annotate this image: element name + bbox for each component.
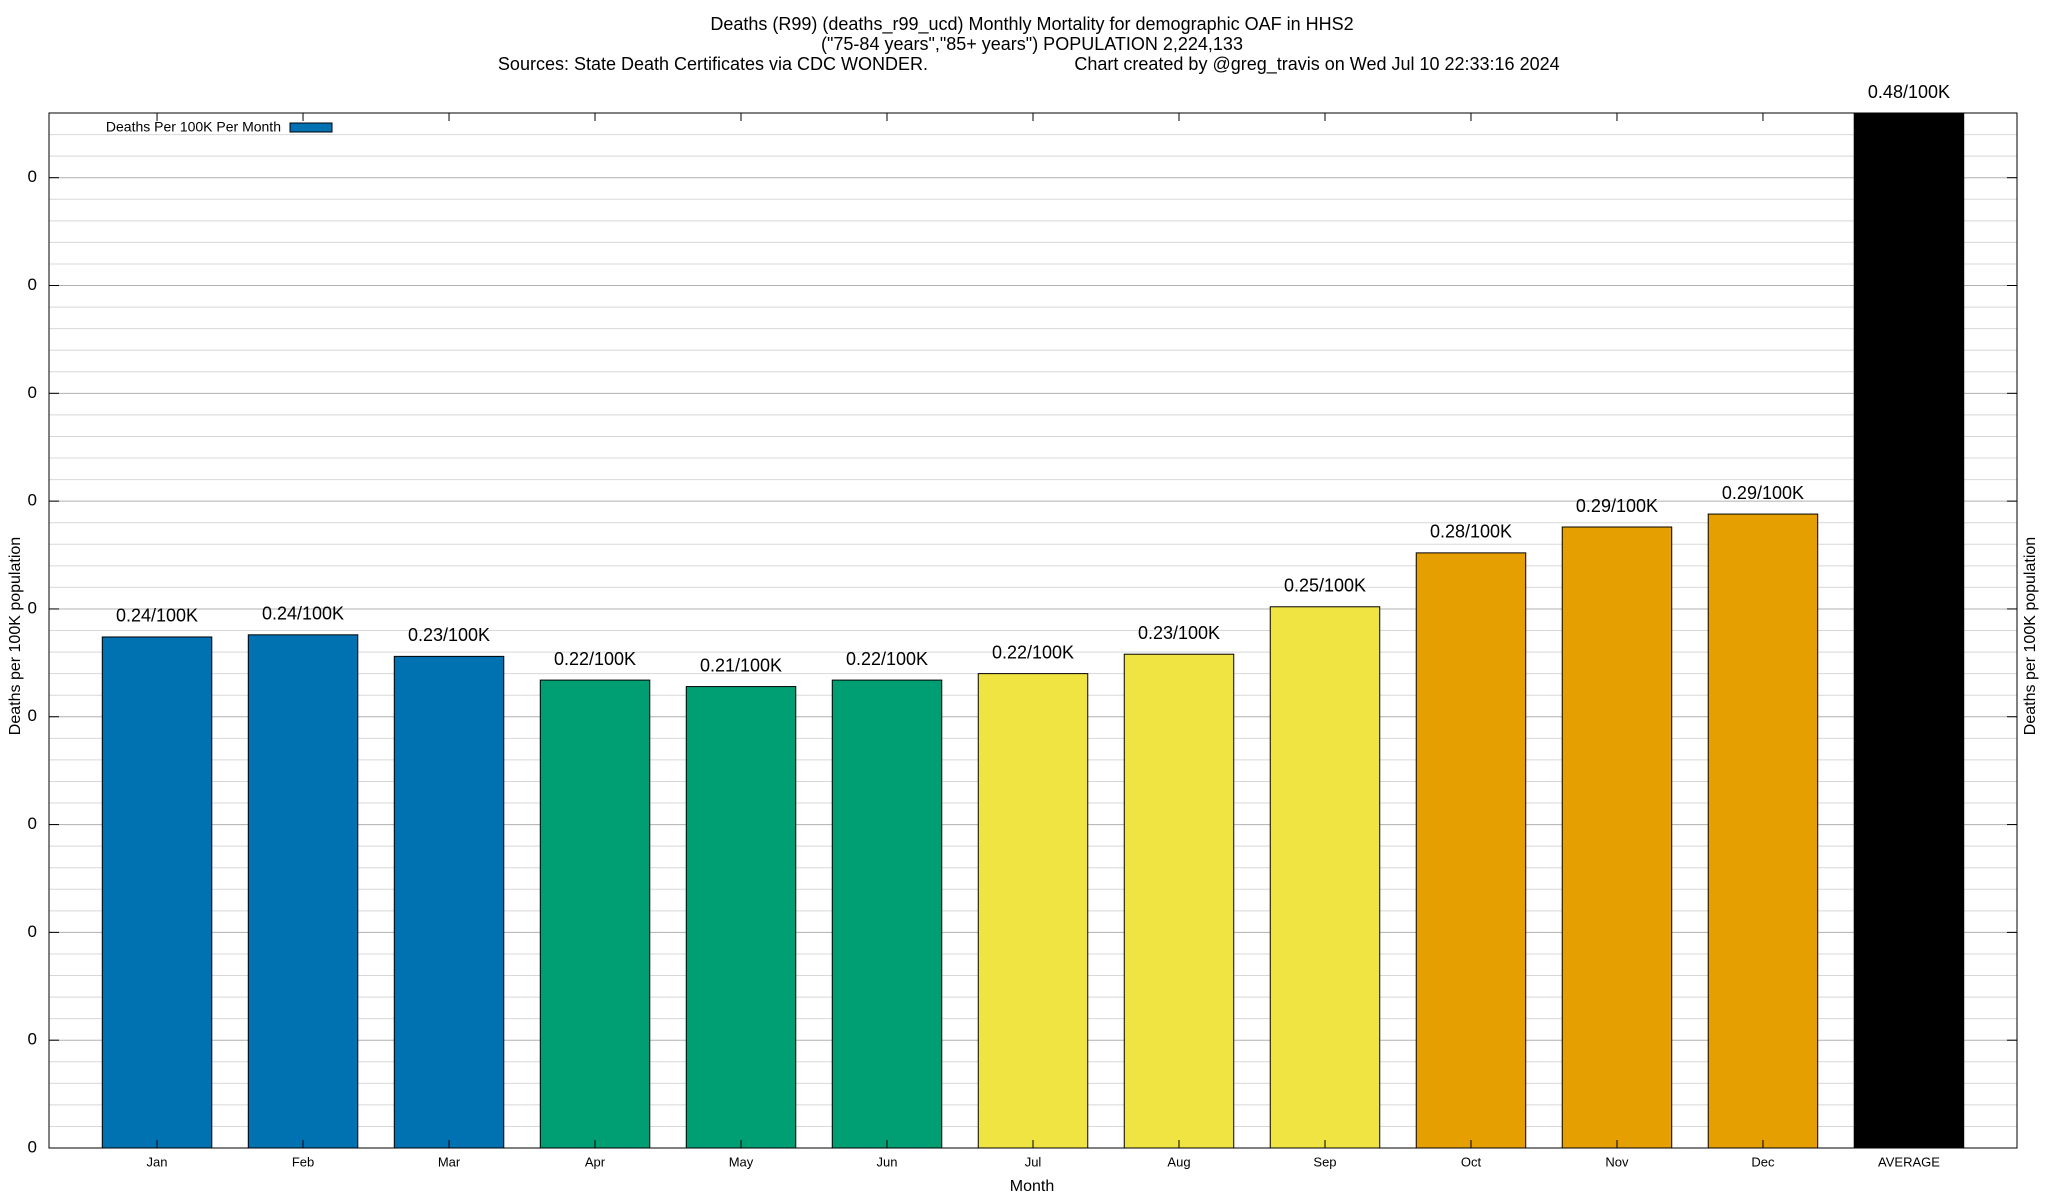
y-tick-label: 0 [28,275,37,294]
data-label: 0.24/100K [262,604,344,624]
x-tick-label: Dec [1751,1154,1775,1169]
data-label: 0.29/100K [1576,496,1658,516]
x-tick-label: Apr [585,1154,606,1169]
x-tick-label: Aug [1167,1154,1190,1169]
x-tick-label: AVERAGE [1878,1154,1940,1169]
bar [539,679,651,1149]
x-tick-label: Jul [1025,1154,1042,1169]
data-label: 0.22/100K [554,649,636,669]
legend-swatch [289,122,333,133]
data-label: 0.48/100K [1868,82,1950,102]
data-label: 0.23/100K [1138,623,1220,643]
y-tick-label: 0 [28,383,37,402]
data-label: 0.23/100K [408,625,490,645]
y2-axis-label: Deaths per 100K population [2022,537,2039,735]
y-axis-label: Deaths per 100K population [7,537,24,735]
sources: Sources: State Death Certificates via CD… [498,54,928,74]
x-axis-label: Month [1010,1178,1054,1195]
data-label: 0.22/100K [846,649,928,669]
y-tick-label: 0 [28,814,37,833]
data-label: 0.24/100K [116,606,198,626]
bar [393,655,505,1149]
data-label: 0.21/100K [700,655,782,675]
x-tick-label: Sep [1313,1154,1336,1169]
x-tick-label: Nov [1605,1154,1629,1169]
y-tick-label: 0 [28,922,37,941]
data-label: 0.25/100K [1284,576,1366,596]
x-tick-label: Jan [147,1154,168,1169]
x-tick-label: Jun [877,1154,898,1169]
credit: Chart created by @greg_travis on Wed Jul… [1074,54,1559,75]
bar [1415,552,1527,1149]
bar [977,673,1089,1149]
y-tick-label: 0 [28,1137,37,1156]
x-tick-label: Feb [292,1154,314,1169]
data-label: 0.29/100K [1722,483,1804,503]
legend-label: Deaths Per 100K Per Month [106,119,281,135]
data-label: 0.22/100K [992,642,1074,662]
y-tick-label: 0 [28,598,37,617]
y-tick-label: 0 [28,706,37,725]
plot-frame [48,112,2018,1149]
bar [247,634,359,1149]
x-tick-label: May [729,1154,754,1169]
x-tick-label: Mar [438,1154,461,1169]
y-tick-label: 0 [28,1030,37,1049]
bar [1707,513,1819,1149]
bar [685,686,797,1149]
bar [1123,653,1235,1149]
bar [1561,526,1673,1149]
chart-title: Deaths (R99) (deaths_r99_ucd) Monthly Mo… [710,14,1353,35]
bar [831,679,943,1149]
data-label: 0.28/100K [1430,522,1512,542]
y-tick-label: 0 [28,167,37,186]
chart-subtitle: ("75-84 years","85+ years") POPULATION 2… [821,34,1243,54]
bar [1853,112,1965,1149]
y-tick-label: 0 [28,491,37,510]
bar [1269,606,1381,1149]
bar [101,636,213,1149]
x-tick-label: Oct [1461,1154,1482,1169]
